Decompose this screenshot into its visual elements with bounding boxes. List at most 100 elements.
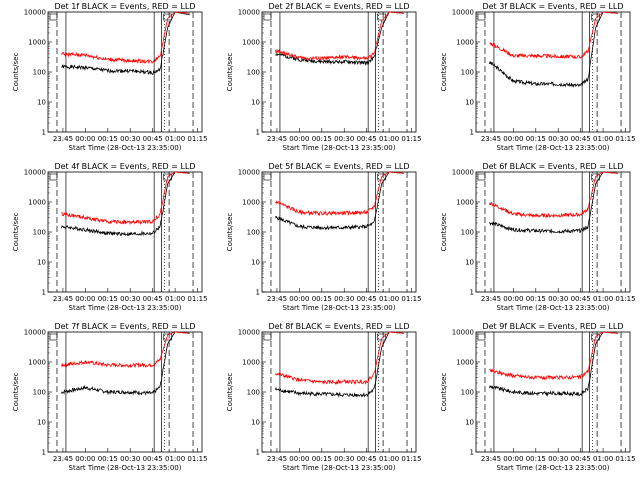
y-tick-label: 1: [256, 449, 260, 457]
x-tick-label: 00:15: [526, 135, 546, 143]
corner-marker-box: [263, 13, 272, 21]
y-tick-label: 100: [461, 229, 474, 237]
y-tick-label: 1: [470, 449, 474, 457]
x-tick-label: 00:00: [75, 295, 95, 303]
panel-title: Det 8f BLACK = Events, RED = LLD: [268, 322, 409, 331]
y-tick-label: 10: [37, 419, 46, 427]
lld-series-line: [275, 171, 404, 217]
lld-series-line: [489, 171, 618, 219]
detector-panel-1: Det 1f BLACK = Events, RED = LLD 1 10 100 10…: [12, 2, 208, 152]
y-tick-label: 1: [42, 129, 46, 137]
x-tick-label: 00:00: [289, 135, 309, 143]
x-tick-label: 01:15: [615, 295, 635, 303]
x-tick-label: 23:45: [481, 135, 501, 143]
x-tick-label: 00:30: [334, 295, 354, 303]
corner-marker-box: [49, 13, 58, 21]
detector-panel-3: Det 3f BLACK = Events, RED = LLD 1 10 100 10…: [440, 2, 636, 152]
x-tick-label: 01:15: [401, 455, 421, 463]
plot-frame: [475, 11, 631, 133]
y-tick-label: 100: [247, 69, 260, 77]
y-axis-label: Counts/sec: [12, 53, 20, 92]
lld-series-line: [61, 171, 190, 226]
panel-title: Det 6f BLACK = Events, RED = LLD: [482, 162, 623, 171]
x-tick-label: 01:15: [401, 295, 421, 303]
y-tick-label: 100: [461, 69, 474, 77]
x-tick-label: 00:00: [75, 455, 95, 463]
detector-panel-5: Det 5f BLACK = Events, RED = LLD 1 10 100 10…: [226, 162, 422, 312]
y-tick-label: 10000: [24, 329, 46, 337]
y-tick-label: 1000: [242, 359, 260, 367]
x-axis-label: Start Time (28-Oct-13 23:35:00): [497, 464, 610, 472]
panel-title: Det 1f BLACK = Events, RED = LLD: [54, 2, 195, 11]
x-tick-label: 00:45: [143, 455, 163, 463]
saa-marker-box: [377, 13, 386, 21]
y-axis-label: Counts/sec: [440, 373, 448, 412]
x-tick-label: 00:15: [312, 295, 332, 303]
y-tick-label: 10000: [24, 9, 46, 17]
y-tick-label: 10000: [452, 169, 474, 177]
corner-marker-box: [49, 333, 58, 341]
y-tick-label: 1: [256, 289, 260, 297]
panel-title: Det 9f BLACK = Events, RED = LLD: [482, 322, 623, 331]
x-tick-label: 00:15: [98, 455, 118, 463]
x-tick-label: 00:30: [548, 455, 568, 463]
x-axis-label: Start Time (28-Oct-13 23:35:00): [283, 144, 396, 152]
y-tick-label: 1000: [28, 199, 46, 207]
x-tick-label: 23:45: [53, 455, 73, 463]
x-tick-label: 00:45: [571, 135, 591, 143]
x-tick-label: 23:45: [267, 455, 287, 463]
events-series-line: [275, 171, 404, 231]
lld-series-line: [275, 331, 404, 386]
y-tick-label: 1000: [28, 359, 46, 367]
events-series-line: [275, 11, 404, 66]
lld-series-line: [489, 331, 618, 381]
corner-marker-box: [477, 173, 486, 181]
corner-marker-box: [477, 333, 486, 341]
x-tick-label: 00:00: [289, 455, 309, 463]
plot-frame: [261, 171, 417, 293]
x-axis-label: Start Time (28-Oct-13 23:35:00): [283, 464, 396, 472]
panel-title: Det 2f BLACK = Events, RED = LLD: [268, 2, 409, 11]
y-tick-label: 10: [37, 99, 46, 107]
x-tick-label: 01:15: [187, 455, 207, 463]
x-tick-label: 00:45: [571, 295, 591, 303]
x-axis-label: Start Time (28-Oct-13 23:35:00): [497, 144, 610, 152]
x-tick-label: 01:15: [615, 135, 635, 143]
x-axis-label: Start Time (28-Oct-13 23:35:00): [283, 304, 396, 312]
y-tick-label: 100: [247, 229, 260, 237]
y-axis-label: Counts/sec: [440, 213, 448, 252]
x-axis-label: Start Time (28-Oct-13 23:35:00): [69, 464, 182, 472]
detector-panel-9: Det 9f BLACK = Events, RED = LLD 1 10 100 10…: [440, 322, 636, 472]
x-tick-label: 00:30: [334, 455, 354, 463]
y-tick-label: 10: [465, 259, 474, 267]
x-tick-label: 01:00: [165, 135, 185, 143]
x-tick-label: 00:15: [98, 295, 118, 303]
y-tick-label: 10: [37, 259, 46, 267]
y-axis-label: Counts/sec: [226, 53, 234, 92]
x-tick-label: 00:00: [503, 135, 523, 143]
x-tick-label: 01:15: [187, 295, 207, 303]
y-tick-label: 10: [251, 259, 260, 267]
y-tick-label: 1: [42, 289, 46, 297]
detector-panel-8: Det 8f BLACK = Events, RED = LLD 1 10 100 10…: [226, 322, 422, 472]
corner-marker-box: [263, 333, 272, 341]
x-tick-label: 01:00: [593, 455, 613, 463]
y-axis-label: Counts/sec: [226, 373, 234, 412]
x-tick-label: 01:15: [401, 135, 421, 143]
detector-panel-7: Det 7f BLACK = Events, RED = LLD 1 10 100 10…: [12, 322, 208, 472]
events-series-line: [275, 331, 404, 398]
x-axis-label: Start Time (28-Oct-13 23:35:00): [69, 304, 182, 312]
y-tick-label: 1000: [456, 39, 474, 47]
x-tick-label: 00:00: [503, 455, 523, 463]
y-tick-label: 10000: [452, 329, 474, 337]
y-tick-label: 100: [33, 389, 46, 397]
x-tick-label: 23:45: [267, 295, 287, 303]
y-tick-label: 1000: [456, 359, 474, 367]
y-tick-label: 10: [251, 99, 260, 107]
events-series-line: [489, 331, 618, 397]
corner-marker-box: [477, 13, 486, 21]
x-tick-label: 01:15: [187, 135, 207, 143]
x-tick-label: 01:15: [615, 455, 635, 463]
x-tick-label: 00:00: [289, 295, 309, 303]
x-tick-label: 23:45: [53, 295, 73, 303]
